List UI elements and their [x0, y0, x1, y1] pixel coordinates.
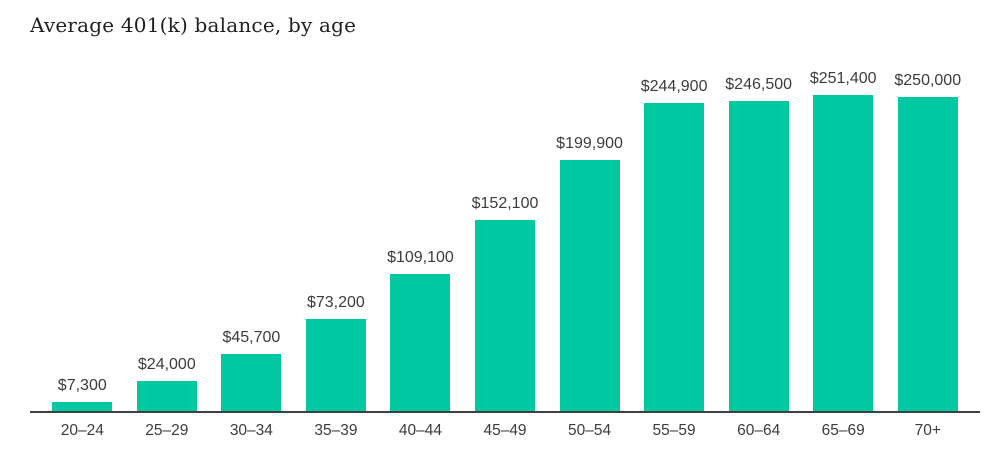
- bar-value-label: $7,300: [57, 377, 107, 394]
- bar-value-label: $250,000: [894, 72, 962, 89]
- bar: [136, 381, 197, 411]
- bar-value-label: $45,700: [222, 329, 281, 346]
- bar-column-70+: $250,000: [885, 72, 970, 411]
- bar-column-35–39: $73,200: [294, 83, 379, 411]
- x-tick-label: 65–69: [821, 422, 865, 439]
- x-tick-label: 60–64: [737, 422, 781, 439]
- bar: [728, 101, 789, 411]
- bar-column-30–34: $45,700: [209, 83, 294, 411]
- x-tick-label: 20–24: [60, 422, 104, 439]
- x-tick-label: 50–54: [568, 422, 612, 439]
- x-tick-label: 25–29: [145, 422, 189, 439]
- bar-column-40–44: $109,100: [378, 83, 463, 411]
- bar-value-label: $152,100: [471, 195, 539, 212]
- bar-value-label: $199,900: [556, 135, 623, 152]
- bar: [897, 97, 958, 411]
- chart-title: Average 401(k) balance, by age: [30, 13, 357, 37]
- x-tick-label: 30–34: [229, 422, 273, 439]
- x-tick-label: 70+: [914, 422, 941, 439]
- bar: [221, 354, 282, 411]
- bar-value-label: $244,900: [640, 78, 708, 95]
- x-axis-tick-labels: 20–24 25–29 30–34 35–39 40–44 45–49 50–54 55–59…: [30, 422, 980, 440]
- bar-column-55–59: $244,900: [632, 78, 717, 411]
- x-tick-label: 40–44: [398, 422, 443, 439]
- bar-column-25–29: $24,000: [125, 83, 210, 411]
- bar-value-label: $246,500: [725, 76, 793, 93]
- bar: [52, 402, 113, 411]
- bar-chart: $7,300 $24,000 $45,700 $73,200 $109,100 $152,…: [30, 70, 980, 440]
- bar: [305, 319, 366, 411]
- x-tick-label: 35–39: [314, 422, 358, 439]
- bar: [475, 220, 535, 411]
- bar: [390, 274, 451, 411]
- bar-column-50–54: $199,900: [547, 83, 632, 411]
- bar-column-60–64: $246,500: [716, 76, 801, 411]
- bar-column-45–49: $152,100: [463, 83, 548, 411]
- bar-value-label: $24,000: [137, 356, 196, 373]
- bar-value-label: $109,100: [387, 249, 454, 266]
- bar: [644, 103, 705, 411]
- bar-value-label: $73,200: [306, 294, 365, 311]
- bar-column-65–69: $251,400: [801, 70, 886, 411]
- x-tick-label: 45–49: [483, 422, 527, 439]
- bar: [559, 160, 620, 411]
- bar: [813, 95, 874, 411]
- bar-value-label: $251,400: [809, 70, 877, 87]
- bars-area: $7,300 $24,000 $45,700 $73,200 $109,100 $152,…: [30, 70, 980, 413]
- x-tick-label: 55–59: [652, 422, 696, 439]
- bar-column-20–24: $7,300: [40, 83, 125, 411]
